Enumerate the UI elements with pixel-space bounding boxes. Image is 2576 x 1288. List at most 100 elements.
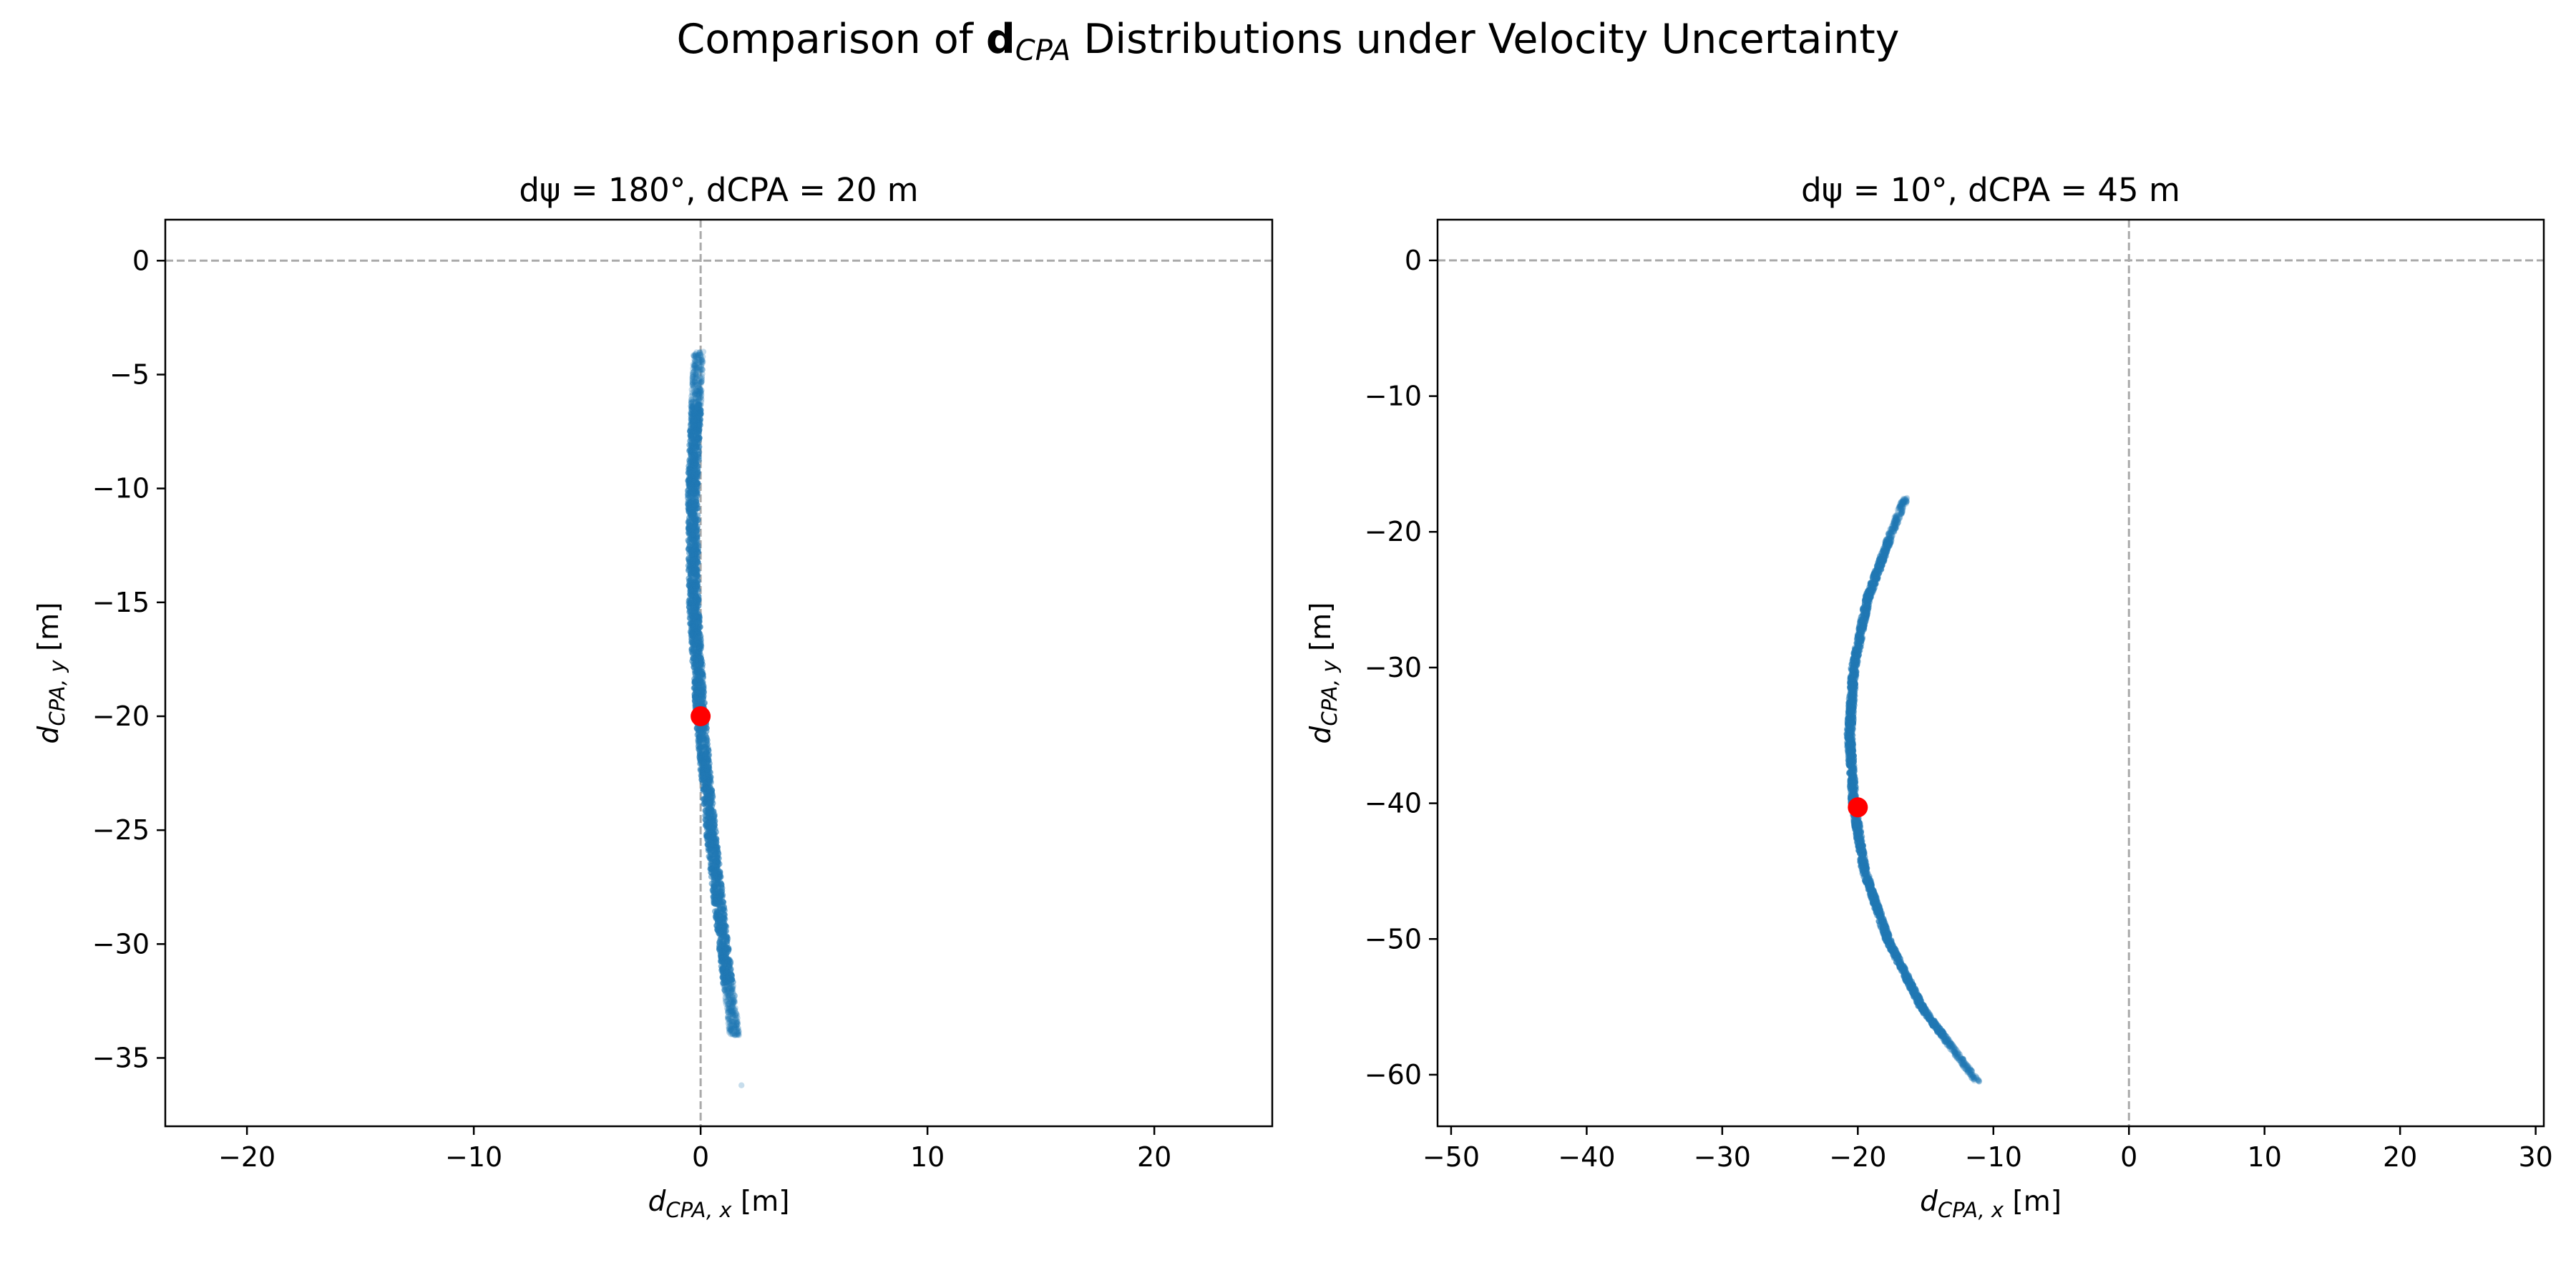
scatter-point	[1899, 503, 1906, 510]
scatter-point	[726, 1019, 733, 1026]
scatter-point	[686, 543, 693, 550]
scatter-point	[1898, 499, 1905, 505]
scatter-point	[693, 498, 699, 505]
scatter-point	[1952, 1046, 1958, 1053]
scatter-point	[1892, 521, 1898, 527]
scatter-point	[689, 376, 696, 382]
scatter-point	[711, 878, 717, 884]
scatter-point	[1946, 1040, 1952, 1047]
y-tick-label: −15	[92, 587, 150, 618]
scatter-point	[1890, 527, 1897, 535]
scatter-point	[696, 376, 702, 382]
scatter-point	[1959, 1059, 1966, 1066]
scatter-point	[733, 1028, 741, 1035]
scatter-point	[733, 1022, 740, 1029]
scatter-point	[728, 988, 735, 995]
scatter-point	[1956, 1050, 1962, 1057]
scatter-point	[728, 987, 735, 994]
scatter-point	[688, 386, 695, 393]
scatter-point	[728, 1008, 734, 1015]
scatter-point	[1885, 532, 1893, 539]
scatter-point	[733, 1010, 740, 1017]
scatter-point	[725, 996, 731, 1002]
scatter-point	[1947, 1045, 1953, 1053]
scatter-point	[1898, 499, 1906, 506]
scatter-point	[731, 992, 738, 999]
scatter-point	[1968, 1070, 1974, 1076]
scatter-point	[1961, 1061, 1968, 1068]
scatter-point	[693, 381, 700, 388]
scatter-point	[694, 635, 701, 642]
scatter-point	[1896, 504, 1902, 510]
scatter-point	[690, 371, 696, 378]
scatter-point	[706, 779, 713, 786]
scatter-point	[1971, 1075, 1978, 1083]
scatter-point	[1884, 537, 1890, 543]
scatter-point	[693, 461, 700, 467]
scatter-point	[717, 906, 723, 912]
scatter-point	[1888, 530, 1895, 536]
scatter-point	[1895, 519, 1902, 525]
scatter-point	[726, 1023, 732, 1030]
scatter-point	[695, 682, 701, 688]
scatter-point	[694, 388, 701, 394]
scatter-point	[1900, 498, 1906, 505]
scatter-point	[695, 384, 701, 391]
scatter-point	[693, 365, 699, 371]
scatter-point	[696, 349, 703, 356]
scatter-point	[1892, 523, 1898, 530]
scatter-point	[1941, 1038, 1948, 1045]
scatter-point	[1894, 514, 1901, 522]
scatter-point	[1968, 1067, 1974, 1073]
scatter-point	[690, 383, 696, 389]
scatter-point	[731, 995, 737, 1001]
scatter-point	[1900, 495, 1907, 502]
scatter-point	[1951, 1052, 1958, 1058]
scatter-point	[693, 375, 699, 381]
scatter-point	[728, 1022, 735, 1028]
scatter-point	[1901, 496, 1908, 502]
scatter-point	[705, 771, 711, 777]
scatter-point	[716, 916, 722, 923]
scatter-point	[697, 379, 703, 386]
scatter-point	[699, 366, 706, 373]
scatter-point	[729, 1008, 736, 1015]
scatter-point	[1895, 519, 1902, 526]
scatter-point	[697, 367, 703, 374]
scatter-point	[1887, 530, 1894, 537]
scatter-point	[1897, 502, 1903, 509]
scatter-point	[706, 789, 713, 795]
scatter-point	[729, 985, 736, 992]
x-tick-label: −10	[445, 1141, 502, 1173]
scatter-point	[696, 386, 703, 392]
scatter-point	[699, 356, 706, 364]
scatter-point	[1947, 1041, 1953, 1048]
scatter-point	[699, 371, 706, 377]
scatter-point	[693, 374, 701, 380]
scatter-point	[1960, 1055, 1966, 1062]
scatter-point	[728, 1028, 734, 1035]
scatter-point	[1955, 1050, 1961, 1057]
scatter-point	[710, 869, 717, 876]
scatter-point	[691, 352, 697, 358]
scatter-point	[724, 1009, 731, 1015]
scatter-point	[728, 1000, 735, 1006]
scatter-point	[725, 1013, 731, 1020]
scatter-point	[695, 352, 701, 358]
scatter-point	[1890, 526, 1896, 532]
scatter-point	[693, 650, 699, 656]
scatter-point	[696, 645, 703, 651]
scatter-point	[721, 987, 728, 994]
scatter-point	[1890, 528, 1897, 535]
scatter-point	[725, 990, 731, 997]
scatter-point	[718, 874, 724, 880]
scatter-point	[1947, 1040, 1953, 1047]
scatter-point	[693, 358, 699, 364]
scatter-point	[728, 997, 734, 1003]
plot-frame	[164, 218, 1274, 1128]
scatter-point	[1946, 1042, 1953, 1048]
scatter-point	[726, 980, 732, 987]
scatter-point	[1900, 497, 1907, 504]
scatter-point	[1971, 1075, 1977, 1083]
scatter-point	[1965, 1063, 1971, 1069]
